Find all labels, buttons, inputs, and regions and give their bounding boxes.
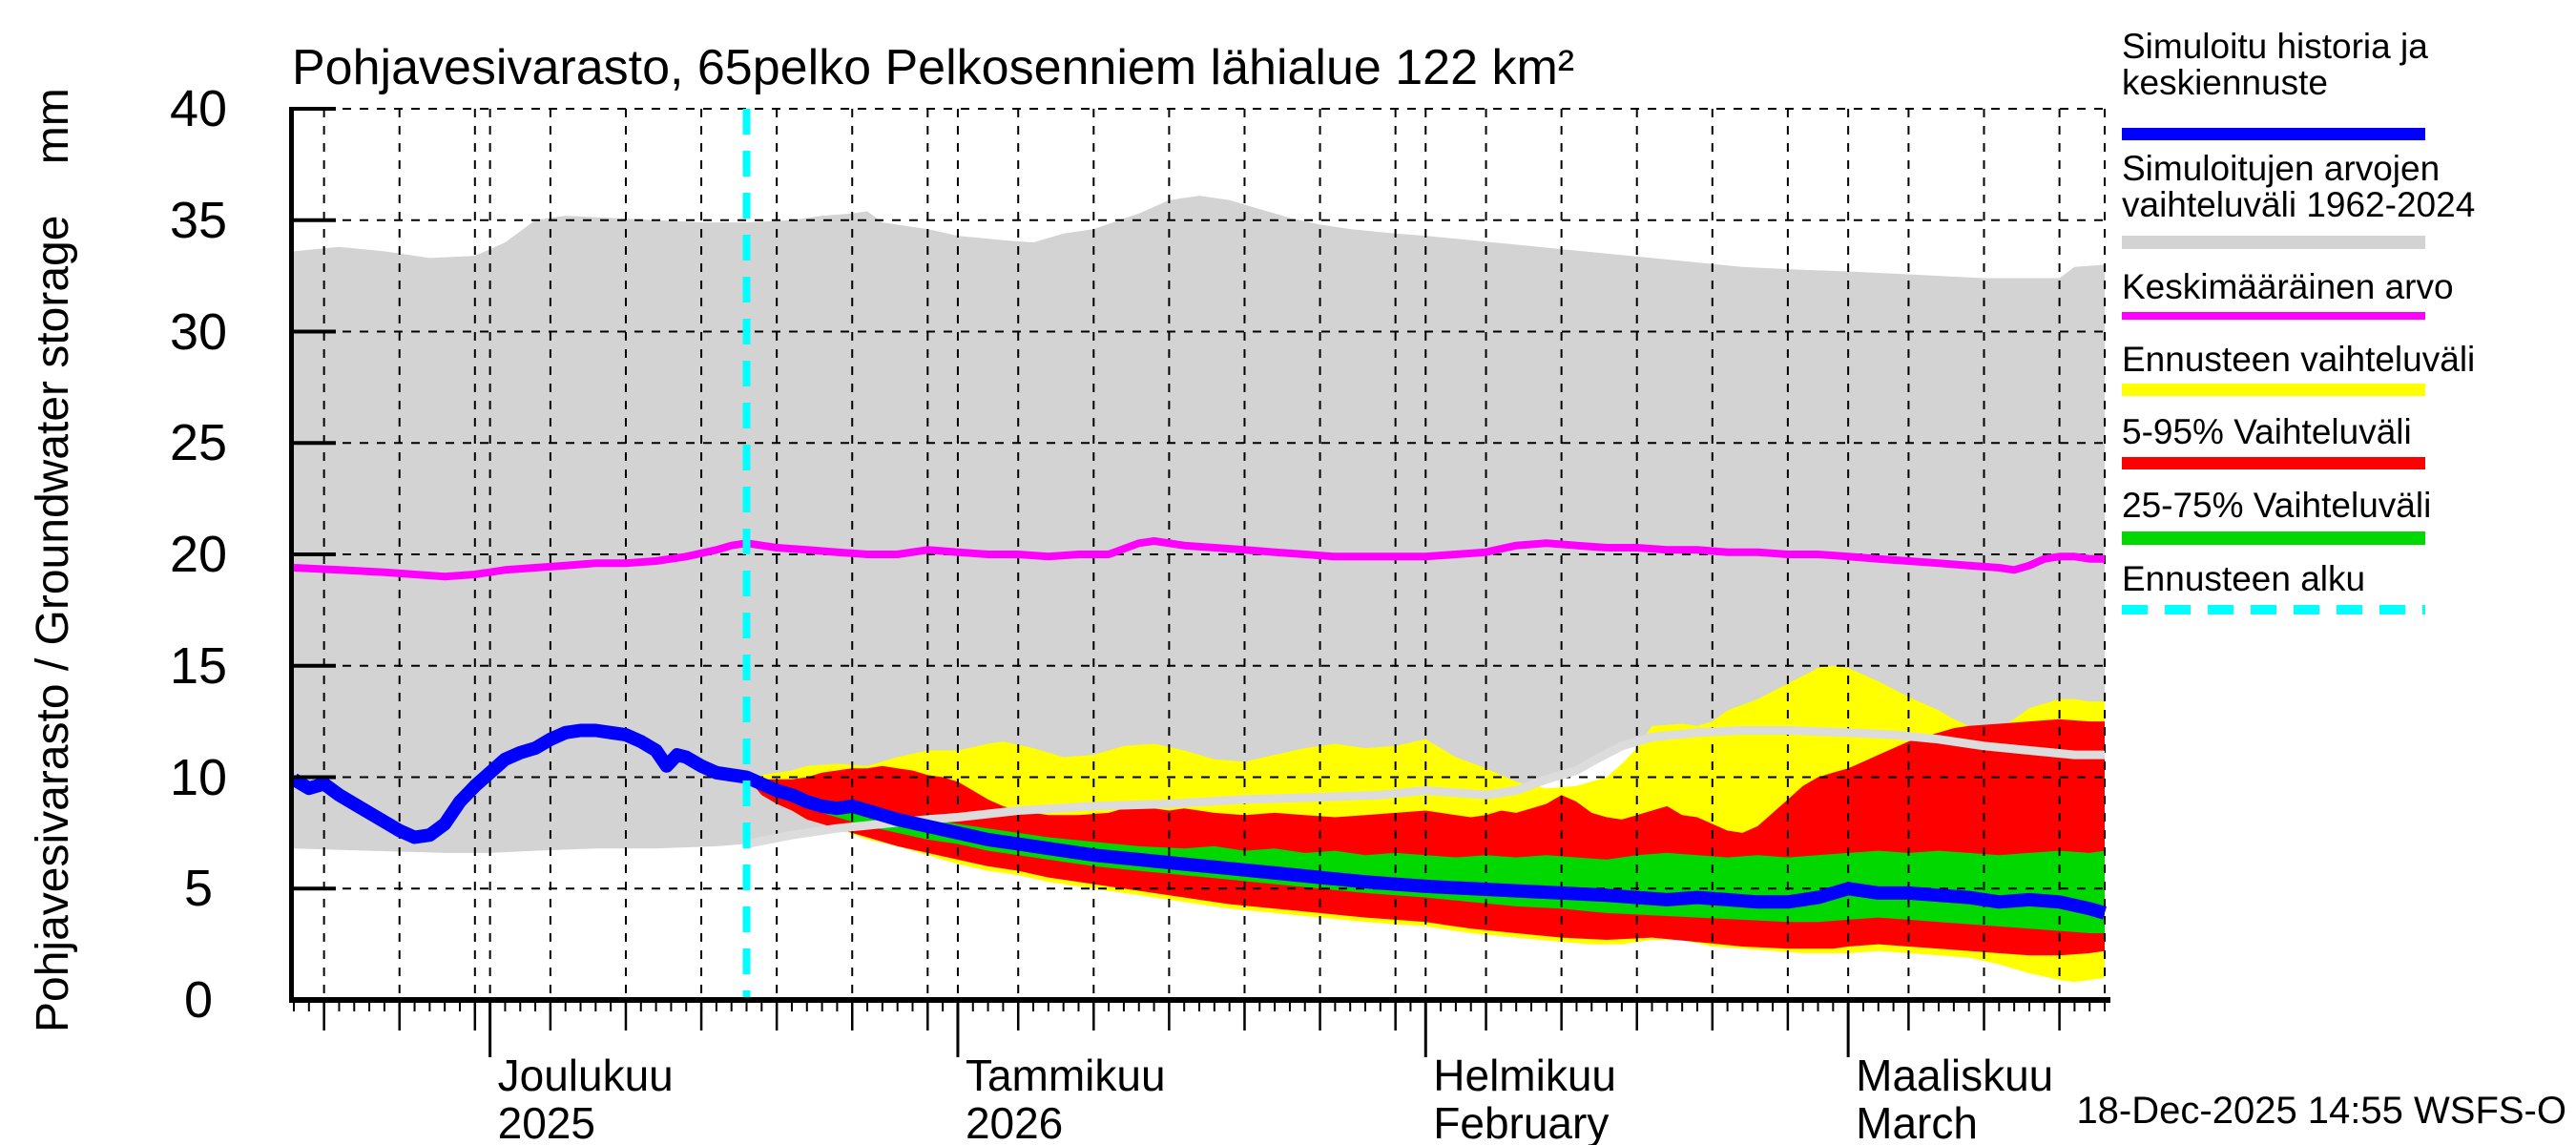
y-tick-label-0: 0 [183,971,214,1029]
legend-swatch-sim-range [2122,236,2425,249]
legend-label: Ennusteen vaihteluväli [2122,340,2476,379]
y-tick-label-30: 30 [169,302,228,361]
month-sublabel: 2026 [965,1098,1064,1145]
legend-label: Simuloitujen arvojen [2122,149,2441,188]
legend-label: Simuloitu historia ja [2122,27,2428,66]
y-tick-label-20: 20 [169,526,228,583]
legend-label: Keskimääräinen arvo [2122,267,2454,306]
legend-swatch-forecast-range [2122,384,2425,396]
y-tick-label-15: 15 [169,636,228,695]
chart-title: Pohjavesivarasto, 65pelko Pelkosenniem l… [292,40,1575,95]
month-sublabel: March [1856,1098,1978,1145]
legend-swatch-sim-history [2122,128,2425,140]
legend-swatch-forecast-start [2122,605,2425,614]
legend-label: 25-75% Vaihteluväli [2122,486,2432,525]
simulated-range-edge-line [745,726,2105,848]
y-tick-label-10: 10 [169,748,228,806]
x-month-label-Helmikuu: Helmikuu February [1433,1051,1616,1145]
legend-swatch-range-5-95 [2122,457,2425,469]
legend-swatch-range-25-75 [2122,531,2425,545]
month-name: Joulukuu [497,1051,674,1100]
y-axis-line [289,107,294,1002]
y-tick-label-35: 35 [169,191,228,249]
y-axis-label: Pohjavesivarasto / Groundwater storage m… [28,88,78,1032]
timestamp-watermark: 18-Dec-2025 14:55 WSFS-O [2076,1090,2566,1132]
month-sublabel: 2025 [497,1098,595,1145]
x-axis-line [289,997,2110,1003]
simulated-range-band [294,196,2105,853]
y-tick-label-40: 40 [169,80,228,137]
legend-label: keskiennuste [2122,63,2328,102]
legend-swatch-mean-value [2122,312,2425,320]
month-name: Maaliskuu [1856,1051,2054,1100]
mean-value-line [293,537,2105,581]
month-sublabel: February [1433,1098,1610,1145]
legend-label: Ennusteen alku [2122,559,2366,598]
y-tick-label-5: 5 [183,860,214,918]
legend-label: vaihteluväli 1962-2024 [2122,185,2476,224]
legend-label: 5-95% Vaihteluväli [2122,412,2412,451]
x-month-label-Maaliskuu: Maaliskuu March [1856,1051,2053,1145]
y-tick-label-25: 25 [169,414,228,472]
month-name: Helmikuu [1433,1051,1616,1100]
month-name: Tammikuu [965,1051,1166,1100]
x-month-label-Tammikuu: Tammikuu 2026 [966,1051,1166,1145]
x-month-label-Joulukuu: Joulukuu 2025 [498,1051,674,1145]
history-median-line [290,723,2107,920]
